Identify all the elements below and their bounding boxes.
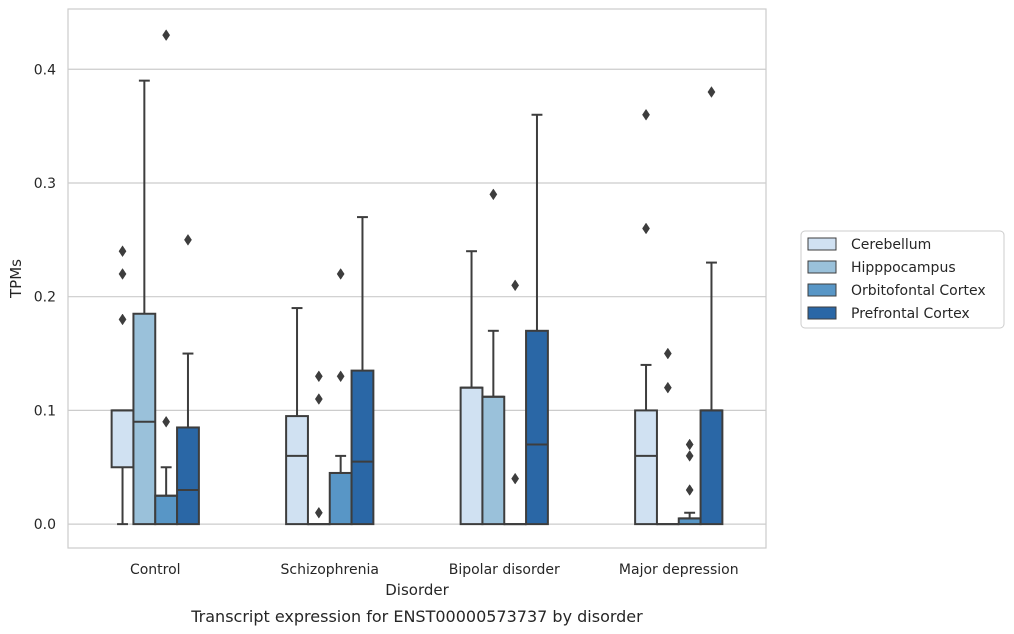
y-tick-label: 0.0 (34, 517, 56, 533)
y-tick-label: 0.2 (34, 290, 56, 306)
legend-label: Prefrontal Cortex (851, 306, 970, 322)
legend-item: Cerebellum (807, 237, 931, 253)
outlier-point (118, 245, 127, 258)
legend-label: Orbitofontal Cortex (851, 283, 986, 299)
y-tick-label: 0.4 (34, 62, 56, 78)
box-orbitofontal-cortex (154, 29, 179, 526)
box-hipppocampus (132, 79, 157, 526)
box-prefrontal-cortex (176, 233, 200, 526)
box-cerebellum (110, 245, 135, 526)
box (350, 369, 375, 526)
outlier-point (489, 188, 498, 201)
box-hipppocampus (655, 347, 680, 526)
box (285, 415, 309, 526)
legend-label: Cerebellum (851, 237, 931, 253)
box-prefrontal-cortex (699, 86, 724, 526)
box-cerebellum (285, 307, 309, 526)
outlier-point (642, 222, 650, 235)
box-hipppocampus (306, 370, 331, 526)
legend-item: Prefrontal Cortex (807, 306, 970, 322)
outlier-point (118, 313, 127, 326)
box-hipppocampus (481, 188, 506, 526)
outlier-point (511, 279, 520, 292)
legend-swatch (807, 306, 837, 320)
x-tick-label: Schizophrenia (281, 562, 379, 578)
box (525, 329, 549, 526)
box-prefrontal-cortex (350, 216, 375, 526)
box-cerebellum (634, 108, 658, 526)
y-axis-ticks: 0.0 0.1 0.2 0.3 0.4 (34, 62, 56, 533)
outlier-point (314, 506, 323, 519)
outlier-point (162, 29, 171, 42)
outlier-point (314, 370, 323, 383)
box (176, 426, 200, 526)
outlier-point (314, 393, 323, 405)
box (328, 471, 353, 526)
box (481, 395, 506, 526)
y-tick-label: 0.3 (34, 176, 56, 192)
box-prefrontal-cortex (525, 113, 549, 526)
box-plot-series (110, 29, 724, 526)
outlier-point (118, 268, 127, 280)
legend-item: Orbitofontal Cortex (807, 283, 986, 299)
box (459, 386, 484, 526)
box-cerebellum (459, 250, 484, 526)
legend-swatch (807, 237, 837, 251)
legend: Cerebellum Hipppocampus Orbitofontal Corte… (800, 230, 1005, 329)
outlier-point (685, 484, 694, 496)
x-tick-label: Control (130, 562, 181, 578)
box-orbitofontal-cortex (503, 279, 528, 526)
gridlines (68, 68, 766, 525)
outlier-point (162, 415, 171, 428)
x-axis-label: Disorder (385, 581, 449, 599)
box (634, 409, 658, 526)
box (132, 312, 157, 526)
outlier-point (685, 438, 694, 451)
outlier-point (663, 381, 672, 394)
outlier-point (184, 233, 192, 246)
legend-frame (800, 230, 1005, 329)
legend-label: Hipppocampus (851, 260, 956, 276)
outlier-point (685, 450, 694, 462)
outlier-point (663, 347, 672, 360)
box (699, 409, 724, 526)
box (110, 409, 135, 469)
box-orbitofontal-cortex (328, 268, 353, 526)
legend-swatch (807, 260, 837, 274)
figure-caption: Transcript expression for ENST0000057373… (190, 607, 643, 626)
box-orbitofontal-cortex (677, 438, 702, 526)
legend-item: Hipppocampus (807, 260, 956, 276)
plot-frame (67, 8, 767, 549)
outlier-point (707, 86, 716, 98)
outlier-point (511, 472, 520, 485)
legend-swatch (807, 283, 837, 297)
outlier-point (336, 268, 345, 280)
y-axis-label: TPMs (7, 259, 25, 299)
box (154, 494, 179, 526)
x-tick-label: Major depression (619, 562, 739, 578)
y-tick-label: 0.1 (34, 403, 56, 419)
outlier-point (642, 108, 650, 121)
outlier-point (336, 370, 345, 383)
x-axis-ticks: Control Schizophrenia Bipolar disorder Majo… (130, 562, 739, 578)
x-tick-label: Bipolar disorder (449, 562, 560, 578)
